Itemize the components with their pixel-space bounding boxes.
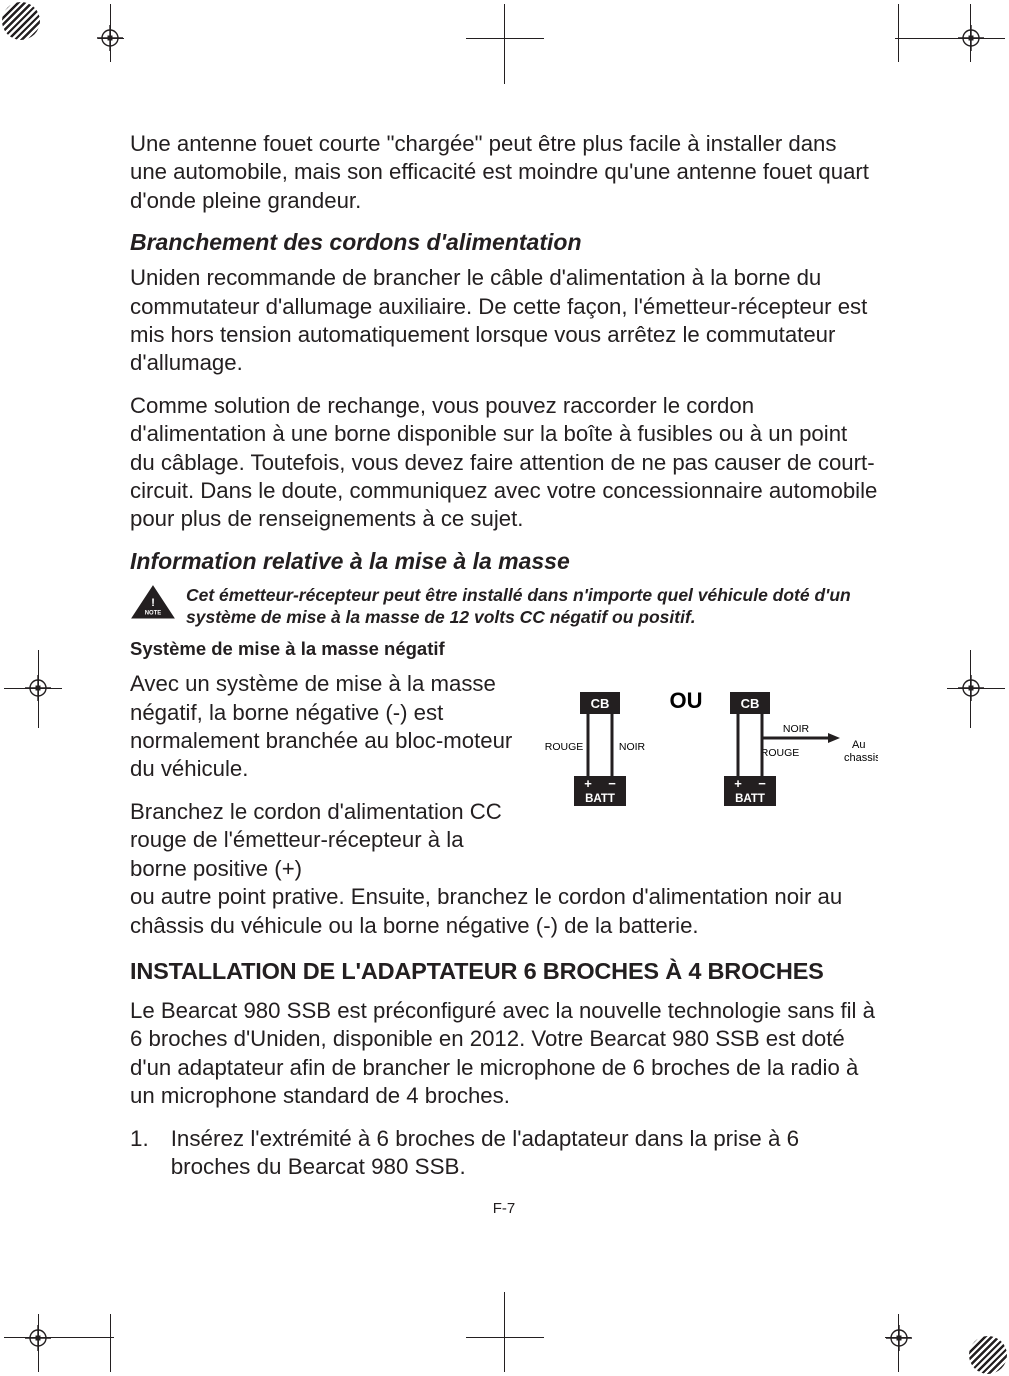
reg-target-tr [958,25,984,51]
reg-top-v [504,4,505,84]
svg-text:+: + [734,776,742,791]
reg-top-h [466,38,544,39]
diagram-chassis: chassis [844,752,878,764]
reg-corner-tl [2,2,40,40]
note-icon: ! NOTE [130,585,176,621]
list-body: Insérez l'extrémité à 6 broches de l'ada… [171,1125,878,1182]
diagram-batt-right-label: BATT [735,793,765,805]
diagram-noir-left: NOIR [619,741,646,753]
reg-bl-v [110,1314,111,1372]
grounding-diagram: CB ROUGE NOIR + − BATT OU CB NOIR RO [538,670,878,828]
diagram-cb-right-label: CB [741,696,760,711]
heading-info-masse: Information relative à la mise à la mass… [130,548,878,575]
reg-corner-br [969,1336,1007,1374]
note-text: Cet émetteur-récepteur peut être install… [186,585,878,628]
heading-branchement: Branchement des cordons d'alimentation [130,229,878,256]
reg-bottom-v [504,1292,505,1372]
install-p1: Le Bearcat 980 SSB est préconfiguré avec… [130,997,878,1111]
reg-target-tl [97,25,123,51]
diagram-rouge-right: ROUGE [761,747,800,759]
diagram-noir-right: NOIR [783,723,810,735]
svg-text:+: + [584,776,592,791]
diagram-au: Au [852,739,865,751]
branchement-p2: Comme solution de rechange, vous pouvez … [130,392,878,534]
diagram-rouge-left: ROUGE [545,741,584,753]
intro-paragraph: Une antenne fouet courte "chargée" peut … [130,130,878,215]
list-item: 1. Insérez l'extrémité à 6 broches de l'… [130,1125,878,1182]
reg-target-br [886,1325,912,1351]
sys-neg-p2: Branchez le cordon d'alimentation CC rou… [130,798,520,883]
reg-bl-h [4,1337,114,1338]
subheading-systeme-negatif: Système de mise à la masse négatif [130,638,878,660]
page-number: F-7 [130,1200,878,1217]
svg-text:−: − [758,776,766,791]
note-block: ! NOTE Cet émetteur-récepteur peut être … [130,585,878,628]
reg-target-r [958,675,984,701]
svg-text:!: ! [151,597,155,609]
diagram-ou-label: OU [670,688,703,713]
reg-bottom-h [466,1337,544,1338]
reg-target-l [25,675,51,701]
svg-text:−: − [608,776,616,791]
diagram-cb-left-label: CB [591,696,610,711]
note-icon-label: NOTE [145,611,162,617]
page-content: Une antenne fouet courte "chargée" peut … [130,130,878,1182]
sys-neg-p3: ou autre point prative. Ensuite, branche… [130,883,878,940]
reg-tr-h [895,38,1005,39]
list-num: 1. [130,1125,149,1182]
reg-target-bl [25,1325,51,1351]
diagram-batt-left-label: BATT [585,793,615,805]
reg-tr-v [898,4,899,62]
heading-install: INSTALLATION DE L'ADAPTATEUR 6 BROCHES À… [130,958,878,985]
branchement-p1: Uniden recommande de brancher le câble d… [130,264,878,378]
sys-neg-p1: Avec un système de mise à la masse négat… [130,670,520,784]
